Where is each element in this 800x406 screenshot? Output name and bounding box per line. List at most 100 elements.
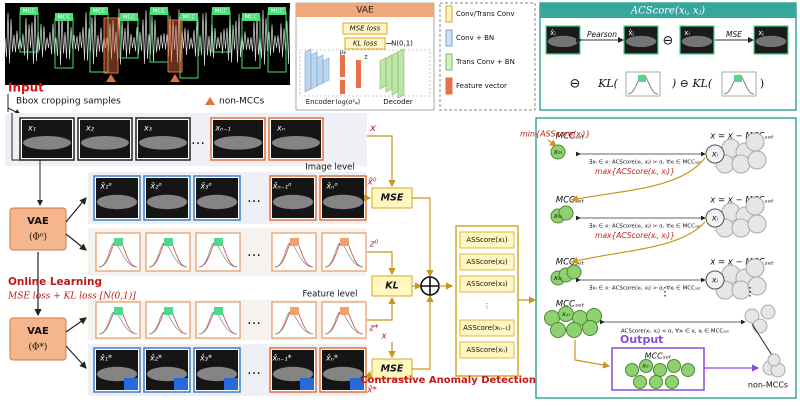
ellipsis: … <box>191 132 205 148</box>
mcc-node <box>667 359 681 373</box>
arrow <box>364 370 372 383</box>
label: xₙ <box>276 124 285 133</box>
acscore-header <box>540 3 796 18</box>
label: MCCₛₑₜ <box>556 196 585 206</box>
score-box <box>459 341 515 359</box>
score-item: ASScore(xₙ₋₁) <box>463 324 511 332</box>
label: x̂₃⁰ <box>199 181 212 191</box>
label: ACScore(xᵢ, xⱼ) < α, ∀xᵢ ∈ x, xⱼ ∈ MCCₛₑ… <box>621 328 730 335</box>
legend-swatch <box>445 53 453 71</box>
heatmap <box>350 378 364 390</box>
vae-block <box>9 207 67 251</box>
thumb-signal <box>81 135 129 150</box>
encoder-layer <box>316 54 324 87</box>
feature-tag <box>214 307 223 315</box>
acscore-panel <box>539 2 797 111</box>
mcc-node <box>653 363 667 377</box>
label: ⊖ <box>570 77 581 92</box>
label: Pearson <box>587 30 617 39</box>
mcc-tag: MCC <box>58 15 71 21</box>
sum-cross <box>421 277 439 295</box>
thumb-signal <box>96 194 138 210</box>
mcc-tag: MCC <box>245 15 258 21</box>
label: ⋮ <box>744 285 756 299</box>
vae-block <box>9 317 67 361</box>
score-item: ASScore(xₙ) <box>466 346 508 354</box>
arrow <box>65 197 87 223</box>
thumb-signal <box>547 35 579 48</box>
label: x̂₁⁰ <box>99 181 112 191</box>
label: x̂⁰ <box>367 177 377 188</box>
feature-vector <box>340 80 345 94</box>
feature-tag <box>340 307 349 315</box>
label: KL( <box>597 77 619 90</box>
label: x̂ₙ₋₁* <box>271 353 291 363</box>
loss-box <box>344 37 386 50</box>
label: Encoder <box>306 98 335 106</box>
vae-label: (Φ⁰) <box>29 232 47 243</box>
legend-panel <box>439 2 536 111</box>
mcc-tag-bg <box>150 7 168 15</box>
thumb-signal <box>196 194 238 210</box>
flow <box>412 294 434 370</box>
decoder-layer <box>379 57 387 90</box>
encoder-layer <box>304 48 312 93</box>
label: ∃xᵢ ∈ x: ACScore(xᵢ, xⱼ) > α, ∀xⱼ ∈ MCCₛ… <box>589 223 701 230</box>
heatmap <box>124 378 138 390</box>
flow <box>412 197 434 278</box>
label: x̂ᵢ <box>550 29 555 37</box>
thumb-signal <box>322 194 364 210</box>
mcc-node <box>558 205 574 221</box>
ellipsis: … <box>247 312 261 328</box>
feature-vector <box>356 60 361 88</box>
flow <box>574 340 611 369</box>
sample-node <box>744 308 760 324</box>
detection-title: Contrastive Anomaly Detection <box>360 375 536 386</box>
sample-node <box>745 258 765 278</box>
legend-marker <box>205 97 215 105</box>
thumb-signal <box>681 35 713 48</box>
flow <box>570 157 706 203</box>
mcc-node <box>625 363 639 377</box>
label: x̂ₙ₋₁⁰ <box>272 181 292 191</box>
label: x <box>369 123 376 134</box>
mcc-tag: MCC <box>93 9 106 15</box>
feature-tag <box>734 75 742 82</box>
feature-tag <box>290 307 299 315</box>
label: x = x − MCCₛₑₜ <box>709 258 774 268</box>
label: MSE loss <box>350 25 381 33</box>
detection-panel <box>535 117 797 399</box>
thumb-signal <box>23 135 71 150</box>
heatmap <box>300 378 314 390</box>
mcc-tag: MCC <box>271 9 284 15</box>
score-item: ASScore(x₂) <box>466 258 508 266</box>
mcc-tag-bg <box>90 7 108 15</box>
feature-vector <box>340 55 345 77</box>
thumb-signal <box>146 366 188 382</box>
label: xₘ <box>553 148 563 156</box>
mcc-tag-bg <box>55 13 73 21</box>
vae-label: VAE <box>27 216 49 227</box>
loss-box <box>342 22 388 35</box>
feature-tag <box>164 307 173 315</box>
label: N(0,1) <box>391 40 413 48</box>
output-label: Output <box>620 333 663 346</box>
non-mcc-box <box>167 19 183 73</box>
score-box <box>459 253 515 271</box>
label: ∃xᵢ ∈ x: ACScore(xᵢ, xⱼ) > α, ∀xⱼ ∈ MCCₛ… <box>589 159 701 166</box>
vae-header <box>296 3 434 17</box>
score-item: ⋮ <box>484 302 491 310</box>
decoder-layer <box>397 48 405 99</box>
thumb-signal <box>755 35 787 48</box>
label: MCCₛₑₜ <box>556 300 585 310</box>
flow <box>367 296 396 321</box>
feature-tag <box>638 75 646 82</box>
label: xₘ <box>553 212 563 220</box>
flow <box>11 113 43 206</box>
ellipsis: … <box>247 244 261 260</box>
label: ⊖ <box>663 34 674 49</box>
label: MSE <box>381 364 404 375</box>
sample-node <box>767 353 781 367</box>
label: KL <box>385 281 398 292</box>
